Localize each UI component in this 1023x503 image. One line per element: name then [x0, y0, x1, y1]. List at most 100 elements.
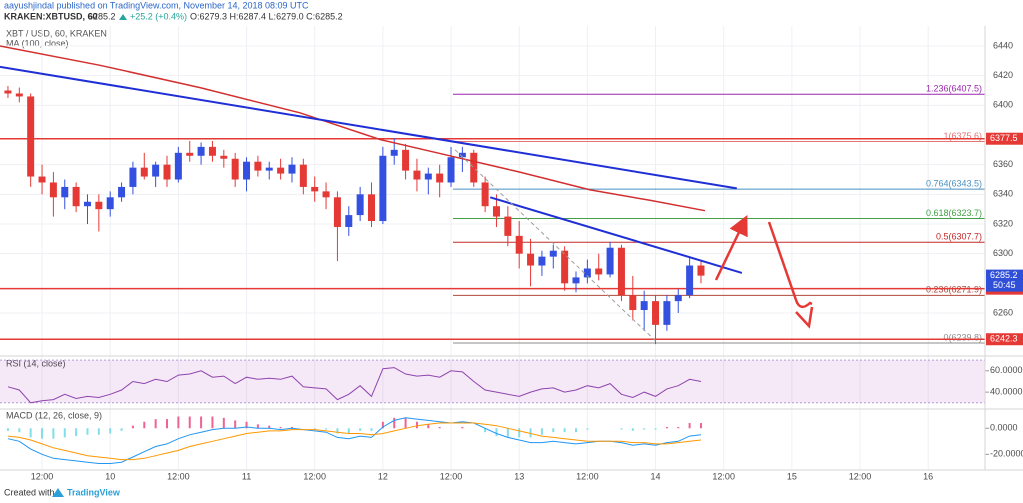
macd-histogram-bar [154, 419, 157, 429]
x-tick-label: 12:00 [440, 471, 463, 481]
created-with: Created with [4, 487, 55, 497]
x-tick-label: 14 [651, 471, 661, 481]
x-tick-label: 12:00 [167, 471, 190, 481]
candle-body [515, 235, 523, 254]
x-tick-label: 12 [378, 471, 388, 481]
macd-histogram-bar [97, 428, 100, 435]
macd-histogram-bar [143, 421, 146, 429]
macd-histogram-bar [393, 417, 396, 429]
trend-line [454, 149, 659, 344]
candle-body [686, 265, 694, 296]
candle-body [424, 173, 432, 180]
macd-histogram-bar [359, 428, 362, 431]
macd-histogram-bar [506, 428, 509, 438]
candle-body [561, 250, 569, 284]
last-price-tag [986, 269, 1023, 292]
price-tag-label: 6242.3 [990, 334, 1018, 344]
macd-histogram-bar [6, 428, 9, 431]
price-tag-label: 6377.5 [990, 133, 1018, 143]
macd-histogram-bar [643, 428, 646, 430]
candle-body [481, 182, 489, 207]
fib-label: 1.236(6407.5) [926, 84, 982, 94]
macd-histogram-bar [654, 428, 657, 430]
tv-logo [52, 488, 64, 497]
candle-body [311, 186, 319, 192]
macd-histogram-bar [290, 426, 293, 429]
candle-body [674, 295, 682, 302]
macd-histogram-bar [586, 428, 589, 430]
macd-histogram-bar [41, 428, 44, 439]
panel-label: MACD (12, 26, close, 9) [6, 410, 102, 420]
candle-body [243, 161, 251, 180]
candle-body [629, 295, 637, 311]
macd-histogram-bar [313, 428, 316, 430]
macd-histogram-bar [86, 428, 89, 435]
candle-body [458, 152, 466, 158]
y-tick-label: 6420 [993, 70, 1013, 80]
countdown: 50:45 [993, 280, 1016, 290]
x-tick-label: 11 [242, 471, 251, 481]
moving-average [0, 45, 706, 212]
last-price-label: 6285.2 [990, 270, 1018, 280]
macd-histogram-bar [563, 428, 566, 433]
price-tag [986, 333, 1023, 346]
published-line: aayushjindal published on TradingView.co… [4, 0, 309, 10]
last-price: 6285.2 [88, 11, 116, 21]
macd-histogram-bar [211, 416, 214, 429]
macd-line [7, 417, 702, 464]
candle-body [118, 186, 126, 198]
macd-histogram-bar [75, 428, 78, 437]
candle-body [538, 256, 546, 266]
macd-histogram-bar [18, 428, 21, 433]
y-tick-label: 6440 [993, 40, 1013, 50]
ma-label: MA (100, close) [6, 38, 69, 48]
macd-histogram-bar [29, 428, 32, 438]
candle-body [413, 170, 421, 180]
x-tick-label: 16 [923, 471, 933, 481]
macd-histogram-bar [131, 425, 134, 429]
y-tick-label: 6260 [993, 307, 1013, 317]
candle-body [470, 152, 478, 183]
candle-body [663, 301, 671, 325]
macd-histogram-bar [415, 421, 418, 429]
y-tick-label: 6340 [993, 189, 1013, 199]
macd-histogram-bar [540, 428, 543, 435]
candle-body [492, 206, 500, 217]
candle-body [197, 146, 205, 156]
macd-histogram-bar [177, 416, 180, 429]
candle-body [186, 152, 194, 156]
candle-body [254, 161, 262, 171]
brand: TradingView [67, 487, 121, 497]
candle-body [15, 93, 23, 97]
candle-body [38, 176, 46, 183]
macd-histogram-bar [166, 419, 169, 429]
candle-body [572, 277, 580, 284]
candle-body [652, 301, 660, 325]
macd-histogram-bar [620, 428, 623, 430]
fib-label: 0.764(6343.5) [926, 179, 982, 189]
macd-histogram-bar [484, 428, 487, 433]
candle-body [27, 96, 35, 177]
fib-label: 1(6375.6) [943, 131, 982, 141]
candle-body [379, 155, 387, 222]
x-tick-label: 15 [787, 471, 797, 481]
macd-histogram-bar [529, 428, 532, 438]
macd-histogram-bar [109, 428, 112, 434]
macd-histogram-bar [336, 428, 339, 434]
candle-body [436, 173, 444, 183]
candle-body [277, 167, 285, 174]
fib-label: 0.618(6323.7) [926, 208, 982, 218]
macd-histogram-bar [200, 416, 203, 429]
macd-histogram-bar [438, 426, 441, 429]
candle-body [606, 247, 614, 275]
candle-body [595, 268, 603, 275]
candle-body [265, 167, 273, 171]
x-tick-label: 12:00 [849, 471, 872, 481]
x-tick-label: 13 [514, 471, 524, 481]
candle-body [4, 90, 12, 94]
candle-body [356, 194, 364, 216]
x-tick-label: 12:00 [303, 471, 326, 481]
rsi-line [7, 367, 702, 404]
macd-histogram-bar [188, 416, 191, 429]
